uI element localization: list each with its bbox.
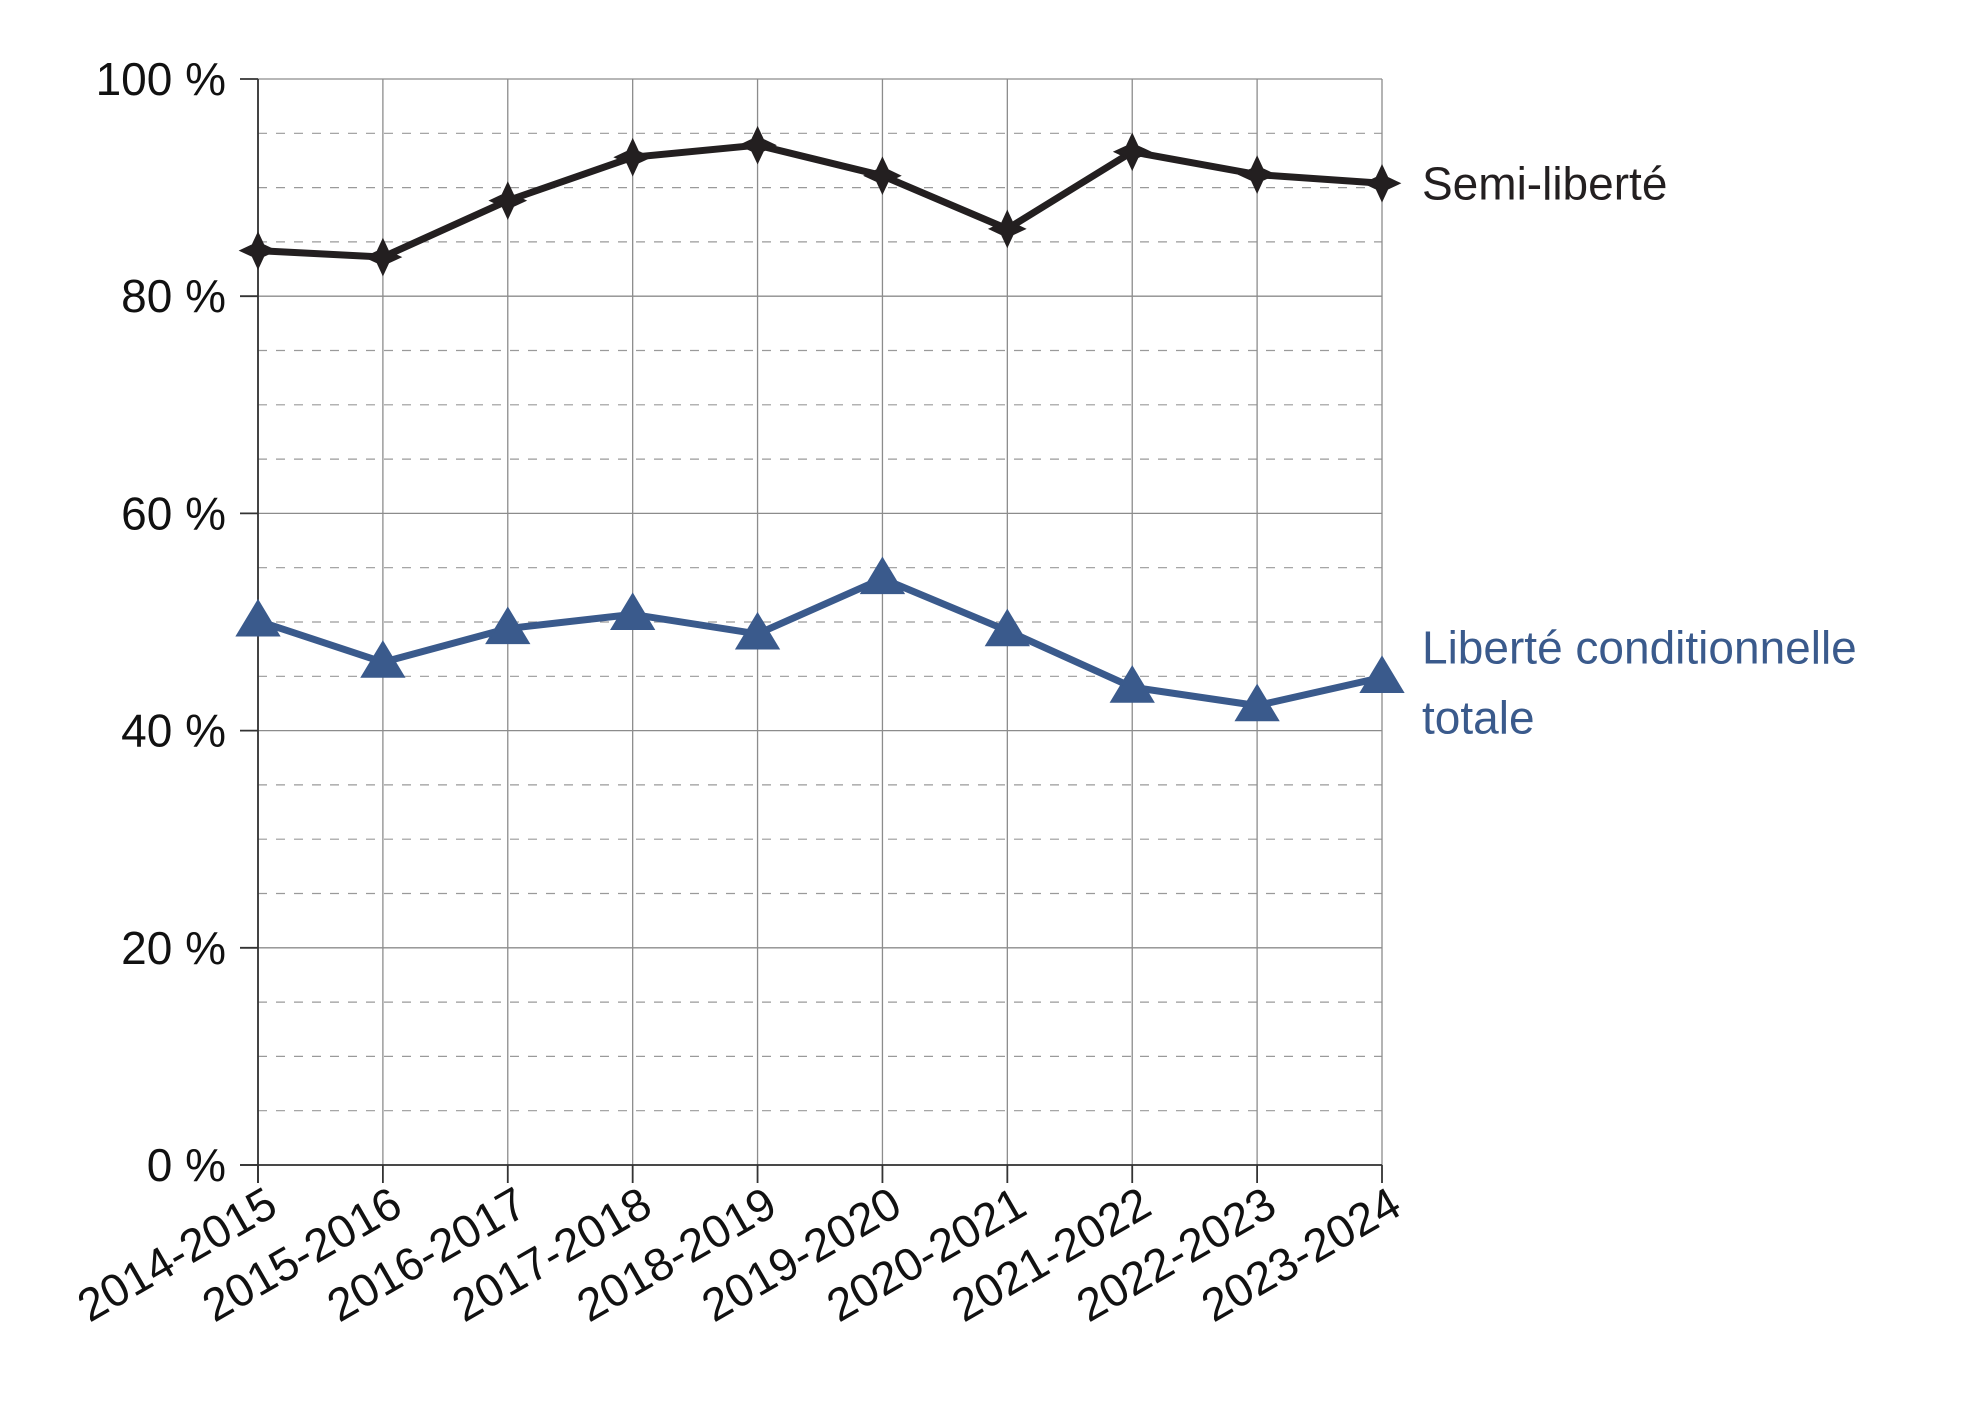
data-point-semi-liberte [613,137,653,177]
data-point-liberte-conditionnelle-totale [1109,665,1155,703]
series-label-line: Semi-liberté [1422,157,1667,209]
series-label-semi-liberte: Semi-liberté [1422,157,1667,209]
y-tick-label: 80 % [121,270,226,322]
series-labels: Semi-liberté Liberté conditionnelle totale [1422,157,1857,743]
axes: 0 %20 %40 %60 %80 %100 %2014-20152015-20… [68,53,1409,1332]
series-line-semi-liberte [257,141,1383,261]
data-point-liberte-conditionnelle-totale [734,611,781,650]
y-tick-label: 40 % [121,705,226,757]
y-tick-label: 20 % [121,922,226,974]
data-point-liberte-conditionnelle-totale [485,606,531,645]
data-point-semi-liberte [1362,163,1402,203]
y-tick-label: 60 % [121,487,226,539]
data-point-liberte-conditionnelle-totale [610,592,656,630]
data-point-semi-liberte [1237,155,1277,194]
data-point-semi-liberte [238,231,278,270]
data-point-liberte-conditionnelle-totale [360,640,406,678]
data-point-semi-liberte [738,125,777,165]
data-point-semi-liberte [987,209,1027,249]
grid [257,78,1383,1166]
data-point-liberte-conditionnelle-totale [1234,683,1280,722]
y-tick-label: 100 % [96,53,226,105]
data-point-liberte-conditionnelle-totale [984,608,1030,647]
series [235,125,1405,722]
series-label-liberte-conditionnelle-totale: Liberté conditionnelle totale [1422,621,1857,743]
y-tick-label: 0 % [147,1139,226,1191]
data-point-liberte-conditionnelle-totale [1359,655,1405,693]
series-line-liberte-conditionnelle-totale [256,575,1383,710]
data-point-semi-liberte [488,181,528,220]
series-label-line: Liberté conditionnelle [1422,621,1857,673]
series-label-line: totale [1422,691,1535,743]
data-point-liberte-conditionnelle-totale [859,556,906,595]
data-point-semi-liberte [863,156,902,196]
data-point-semi-liberte [363,237,403,277]
data-point-semi-liberte [1112,132,1152,172]
data-point-liberte-conditionnelle-totale [235,598,281,637]
